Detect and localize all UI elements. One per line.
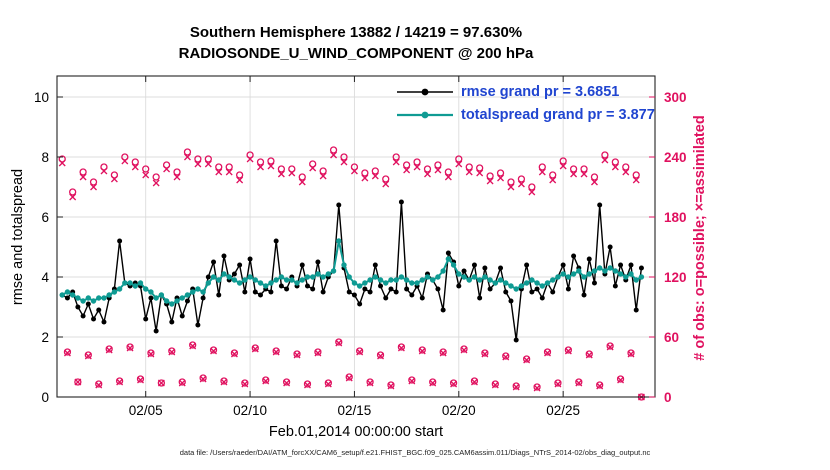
svg-text:02/15: 02/15 — [338, 403, 372, 418]
svg-text:10: 10 — [34, 90, 49, 105]
svg-text:120: 120 — [664, 270, 687, 285]
svg-text:4: 4 — [41, 270, 49, 285]
totalspread-legend-swatch — [397, 111, 453, 118]
svg-text:0: 0 — [664, 390, 672, 405]
svg-text:02/05: 02/05 — [129, 403, 163, 418]
svg-text:2: 2 — [41, 330, 49, 345]
series-rmse — [59, 199, 644, 343]
svg-text:0: 0 — [41, 390, 49, 405]
svg-text:02/25: 02/25 — [546, 403, 580, 418]
svg-text:60: 60 — [664, 330, 679, 345]
legend-label-rmse: rmse grand pr = 3.6851 — [461, 83, 620, 100]
legend-label-totalspread: totalspread grand pr = 3.877 — [461, 106, 655, 123]
svg-text:02/10: 02/10 — [233, 403, 267, 418]
svg-text:180: 180 — [664, 210, 687, 225]
series-possible — [58, 146, 646, 401]
page-title: Southern Hemisphere 13882 / 14219 = 97.6… — [189, 24, 523, 41]
axes-box — [56, 75, 656, 398]
x-axis-label: Feb.01,2014 00:00:00 start — [268, 424, 444, 440]
svg-text:6: 6 — [41, 210, 49, 225]
series-assimilated — [58, 151, 645, 401]
right-axis-label: # of obs: o=possible; ×=assimilated — [692, 115, 708, 361]
svg-text:300: 300 — [664, 90, 687, 105]
legend-item-totalspread: totalspread grand pr = 3.877 — [396, 103, 655, 126]
left-axis-label: rmse and totalspread — [10, 168, 26, 306]
data-file-path: data file: /Users/raeder/DAI/ATM_forcXX/… — [179, 448, 651, 457]
svg-text:240: 240 — [664, 150, 687, 165]
svg-text:8: 8 — [41, 150, 49, 165]
svg-text:02/20: 02/20 — [442, 403, 476, 418]
legend-item-rmse: rmse grand pr = 3.6851 — [396, 80, 655, 103]
tick-labels: 0 2 4 6 8 10 0 60 120 180 240 300 02/05 02/10 02/15 02/… — [34, 90, 687, 418]
chart-subtitle: RADIOSONDE_U_WIND_COMPONENT @ 200 hPa — [178, 45, 534, 62]
series-totalspread — [59, 238, 645, 307]
rmse-legend-swatch — [397, 88, 453, 95]
legend: rmse grand pr = 3.6851 totalspread grand… — [396, 80, 655, 126]
